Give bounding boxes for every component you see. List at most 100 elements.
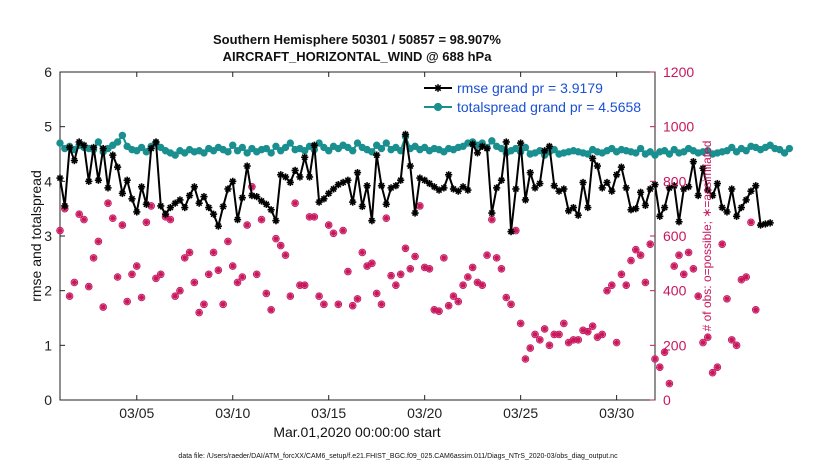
rmse-point	[589, 154, 597, 162]
y-right-tick-label: 0	[663, 392, 671, 408]
obs-possible-point	[56, 226, 64, 235]
obs-possible-point	[732, 341, 741, 350]
totalspread-series	[56, 131, 794, 159]
obs-assimilated-point	[743, 274, 749, 280]
rmse-point	[190, 183, 198, 191]
obs-possible-point	[214, 266, 223, 274]
totalspread-point	[521, 143, 530, 152]
totalspread-point	[728, 143, 736, 152]
obs-possible-point	[257, 215, 266, 224]
y-left-tick-label: 4	[44, 173, 52, 189]
obs-assimilated-point	[714, 364, 720, 370]
obs-assimilated-point	[388, 273, 394, 279]
obs-assimilated-point	[345, 268, 351, 275]
obs-assimilated-point	[398, 271, 404, 277]
obs-assimilated-point	[484, 252, 490, 258]
x-tick-label: 03/15	[311, 405, 346, 421]
obs-possible-point	[176, 286, 184, 295]
obs-possible-point	[588, 322, 597, 331]
obs-assimilated-point	[210, 249, 217, 255]
obs-assimilated-point	[263, 290, 269, 296]
totalspread-point	[171, 151, 179, 159]
obs-possible-point	[339, 226, 347, 235]
rmse-point	[205, 203, 213, 212]
obs-possible-point	[243, 221, 251, 229]
obs-assimilated-point	[489, 217, 495, 223]
totalspread-point	[780, 149, 789, 157]
rmse-point	[118, 189, 126, 197]
obs-possible-point	[267, 306, 275, 314]
obs-possible-point	[622, 281, 631, 290]
rmse-point	[406, 162, 414, 170]
obs-possible-point	[608, 281, 616, 290]
obs-assimilated-point	[172, 293, 178, 299]
rmse-point	[113, 163, 122, 171]
obs-assimilated-point	[417, 203, 423, 209]
rmse-point	[128, 195, 136, 203]
obs-possible-point	[651, 355, 659, 363]
rmse-point	[742, 196, 750, 204]
totalspread-point	[56, 139, 64, 147]
rmse-point	[608, 187, 616, 195]
rmse-point	[310, 141, 318, 149]
rmse-point	[627, 206, 635, 214]
obs-possible-point	[368, 259, 376, 268]
totalspread-point	[267, 149, 275, 157]
rmse-point	[397, 176, 405, 184]
obs-assimilated-point	[359, 249, 365, 255]
obs-possible-point	[449, 292, 458, 300]
rmse-point	[257, 197, 266, 205]
obs-assimilated-point	[71, 279, 77, 286]
obs-assimilated-point	[81, 217, 87, 223]
obs-possible-point	[233, 278, 242, 287]
totalspread-point	[325, 147, 333, 155]
legend-rmse-asterisk	[434, 84, 442, 92]
obs-assimilated-point	[542, 326, 548, 332]
obs-possible-point	[612, 338, 621, 347]
obs-assimilated-point	[354, 296, 361, 302]
obs-assimilated-point	[623, 282, 629, 288]
obs-possible-point	[454, 297, 463, 306]
obs-assimilated-point	[666, 381, 672, 387]
obs-assimilated-point	[494, 255, 500, 261]
obs-assimilated-point	[685, 249, 692, 255]
rmse-point	[454, 187, 462, 195]
obs-assimilated-point	[191, 279, 197, 286]
obs-assimilated-point	[661, 349, 668, 355]
obs-possible-point	[75, 210, 83, 218]
rmse-point	[75, 138, 83, 146]
obs-assimilated-point	[407, 266, 413, 272]
obs-possible-point	[99, 303, 107, 311]
obs-count-markers	[56, 183, 760, 388]
obs-possible-point	[104, 199, 112, 207]
rmse-point	[459, 183, 467, 191]
rmse-point	[229, 177, 237, 185]
obs-possible-point	[185, 248, 194, 257]
obs-assimilated-point	[748, 219, 754, 225]
obs-assimilated-point	[278, 242, 284, 249]
obs-possible-point	[406, 265, 415, 273]
rmse-point	[301, 153, 309, 161]
rmse-point	[243, 162, 251, 170]
legend-rmse-label: rmse grand pr = 3.9179	[457, 80, 603, 96]
rmse-point	[617, 163, 626, 171]
obs-possible-point	[679, 270, 688, 279]
obs-assimilated-point	[201, 301, 207, 307]
y-axis-left-ticks: 0 1 2 3 4 5 6	[44, 64, 65, 408]
totalspread-point	[353, 139, 362, 147]
obs-assimilated-point	[738, 277, 744, 283]
obs-possible-point	[315, 292, 323, 300]
rmse-point	[85, 177, 93, 185]
obs-possible-point	[727, 336, 736, 344]
totalspread-point	[632, 149, 640, 157]
totalspread-point	[243, 149, 251, 157]
obs-assimilated-point	[657, 364, 663, 370]
y-right-tick-label: 600	[663, 228, 687, 244]
totalspread-point	[636, 144, 645, 153]
rmse-point	[219, 202, 227, 211]
obs-assimilated-point	[143, 219, 149, 225]
rmse-point	[171, 199, 179, 207]
rmse-point	[641, 201, 650, 209]
rmse-point	[656, 212, 664, 220]
obs-assimilated-point	[609, 282, 615, 288]
